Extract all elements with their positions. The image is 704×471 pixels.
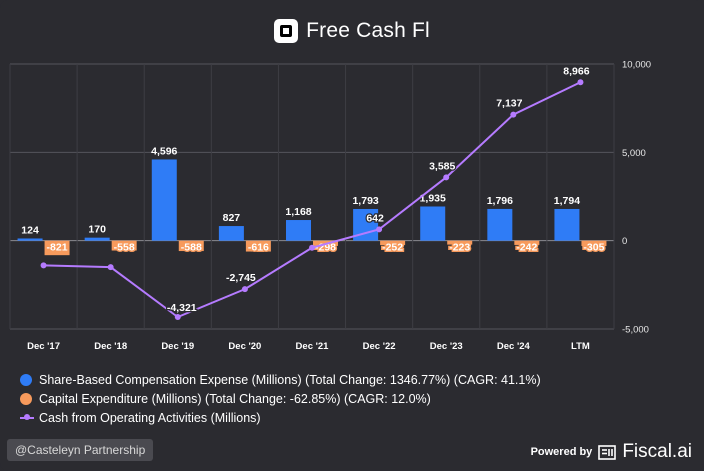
x-tick-label: Dec '22	[363, 341, 396, 352]
legend-label-sbc: Share-Based Compensation Expense (Millio…	[39, 372, 541, 387]
data-label-capex: -242	[516, 242, 537, 254]
legend-swatch-cfo	[20, 412, 34, 424]
bar-capex	[44, 240, 70, 256]
bar-sbc	[84, 237, 110, 241]
legend-item-cfo[interactable]: Cash from Operating Activities (Millions…	[20, 408, 541, 427]
data-label-capex: -821	[47, 242, 68, 254]
data-label-sbc: 1,794	[554, 195, 580, 207]
data-label-cfo: 7,137	[496, 98, 522, 110]
y-tick-label: -5,000	[622, 325, 649, 336]
point-cfo	[107, 264, 114, 271]
x-tick-label: Dec '21	[296, 341, 330, 352]
x-tick-label: LTM	[571, 341, 590, 352]
data-label-cfo: 8,966	[563, 65, 589, 77]
data-label-sbc: 170	[88, 224, 106, 236]
bar-sbc	[151, 159, 177, 241]
bar-capex	[581, 240, 607, 247]
data-label-cfo: -4,321	[167, 302, 197, 314]
point-cfo	[443, 174, 450, 181]
point-cfo	[376, 226, 383, 233]
data-label-cfo: 642	[366, 212, 384, 224]
data-label-capex: -616	[248, 242, 269, 254]
x-tick-label: Dec '23	[430, 341, 463, 352]
fiscal-ai-brand: Fiscal.ai	[622, 441, 692, 462]
bar-capex	[245, 240, 271, 252]
square-logo-icon	[274, 19, 299, 43]
bar-sbc	[286, 220, 311, 241]
point-cfo	[510, 111, 517, 118]
x-tick-label: Dec '17	[27, 341, 60, 352]
bar-sbc	[420, 206, 446, 241]
y-tick-label: 5,000	[622, 148, 646, 159]
bar-capex	[111, 240, 137, 251]
x-tick-label: Dec '24	[497, 341, 531, 352]
data-label-sbc: 1,168	[285, 206, 311, 218]
chart-legend: Share-Based Compensation Expense (Millio…	[20, 370, 541, 427]
point-cfo	[40, 262, 47, 269]
bar-capex	[380, 240, 406, 246]
data-label-sbc: 827	[223, 212, 241, 224]
bar-capex	[178, 240, 204, 252]
y-tick-label: 0	[622, 236, 627, 247]
data-label-sbc: 1,796	[487, 195, 513, 207]
x-tick-label: Dec '19	[161, 341, 194, 352]
data-label-cfo: 3,585	[429, 160, 455, 172]
bar-sbc	[218, 226, 244, 241]
data-label-capex: -252	[382, 242, 403, 254]
legend-item-capex[interactable]: Capital Expenditure (Millions) (Total Ch…	[20, 389, 541, 408]
data-label-sbc: 1,935	[420, 192, 446, 204]
bar-capex	[514, 240, 540, 245]
data-label-cfo: -2,745	[226, 272, 256, 284]
legend-label-capex: Capital Expenditure (Millions) (Total Ch…	[39, 391, 431, 406]
legend-swatch-capex	[20, 392, 32, 405]
legend-item-sbc[interactable]: Share-Based Compensation Expense (Millio…	[20, 370, 541, 389]
y-tick-label: 10,000	[622, 60, 651, 71]
data-label-sbc: 124	[21, 224, 39, 236]
legend-label-cfo: Cash from Operating Activities (Millions…	[39, 410, 261, 425]
data-label-capex: -558	[114, 242, 135, 254]
legend-swatch-sbc	[20, 373, 32, 386]
powered-by[interactable]: Powered by Fiscal.ai	[531, 441, 692, 463]
chart-header: Free Cash Fl	[0, 14, 704, 48]
bar-sbc	[17, 238, 43, 241]
point-cfo	[309, 244, 315, 251]
x-tick-label: Dec '20	[228, 341, 261, 352]
watermark: @Casteleyn Partnership	[7, 439, 154, 461]
data-label-capex: -305	[583, 242, 604, 254]
bar-capex	[447, 240, 473, 245]
data-label-capex: -223	[449, 242, 470, 254]
fiscal-ai-logo-icon	[598, 443, 617, 461]
data-label-sbc: 4,596	[151, 145, 177, 157]
data-label-sbc: 1,793	[352, 195, 378, 207]
x-tick-label: Dec '18	[94, 341, 127, 352]
chart-title: Free Cash Fl	[306, 19, 430, 42]
point-cfo	[174, 314, 181, 321]
bar-sbc	[487, 208, 513, 241]
point-cfo	[241, 286, 248, 293]
bar-sbc	[554, 208, 580, 241]
powered-by-label: Powered by	[530, 446, 593, 458]
point-cfo	[577, 79, 584, 86]
data-label-capex: -588	[181, 242, 202, 254]
